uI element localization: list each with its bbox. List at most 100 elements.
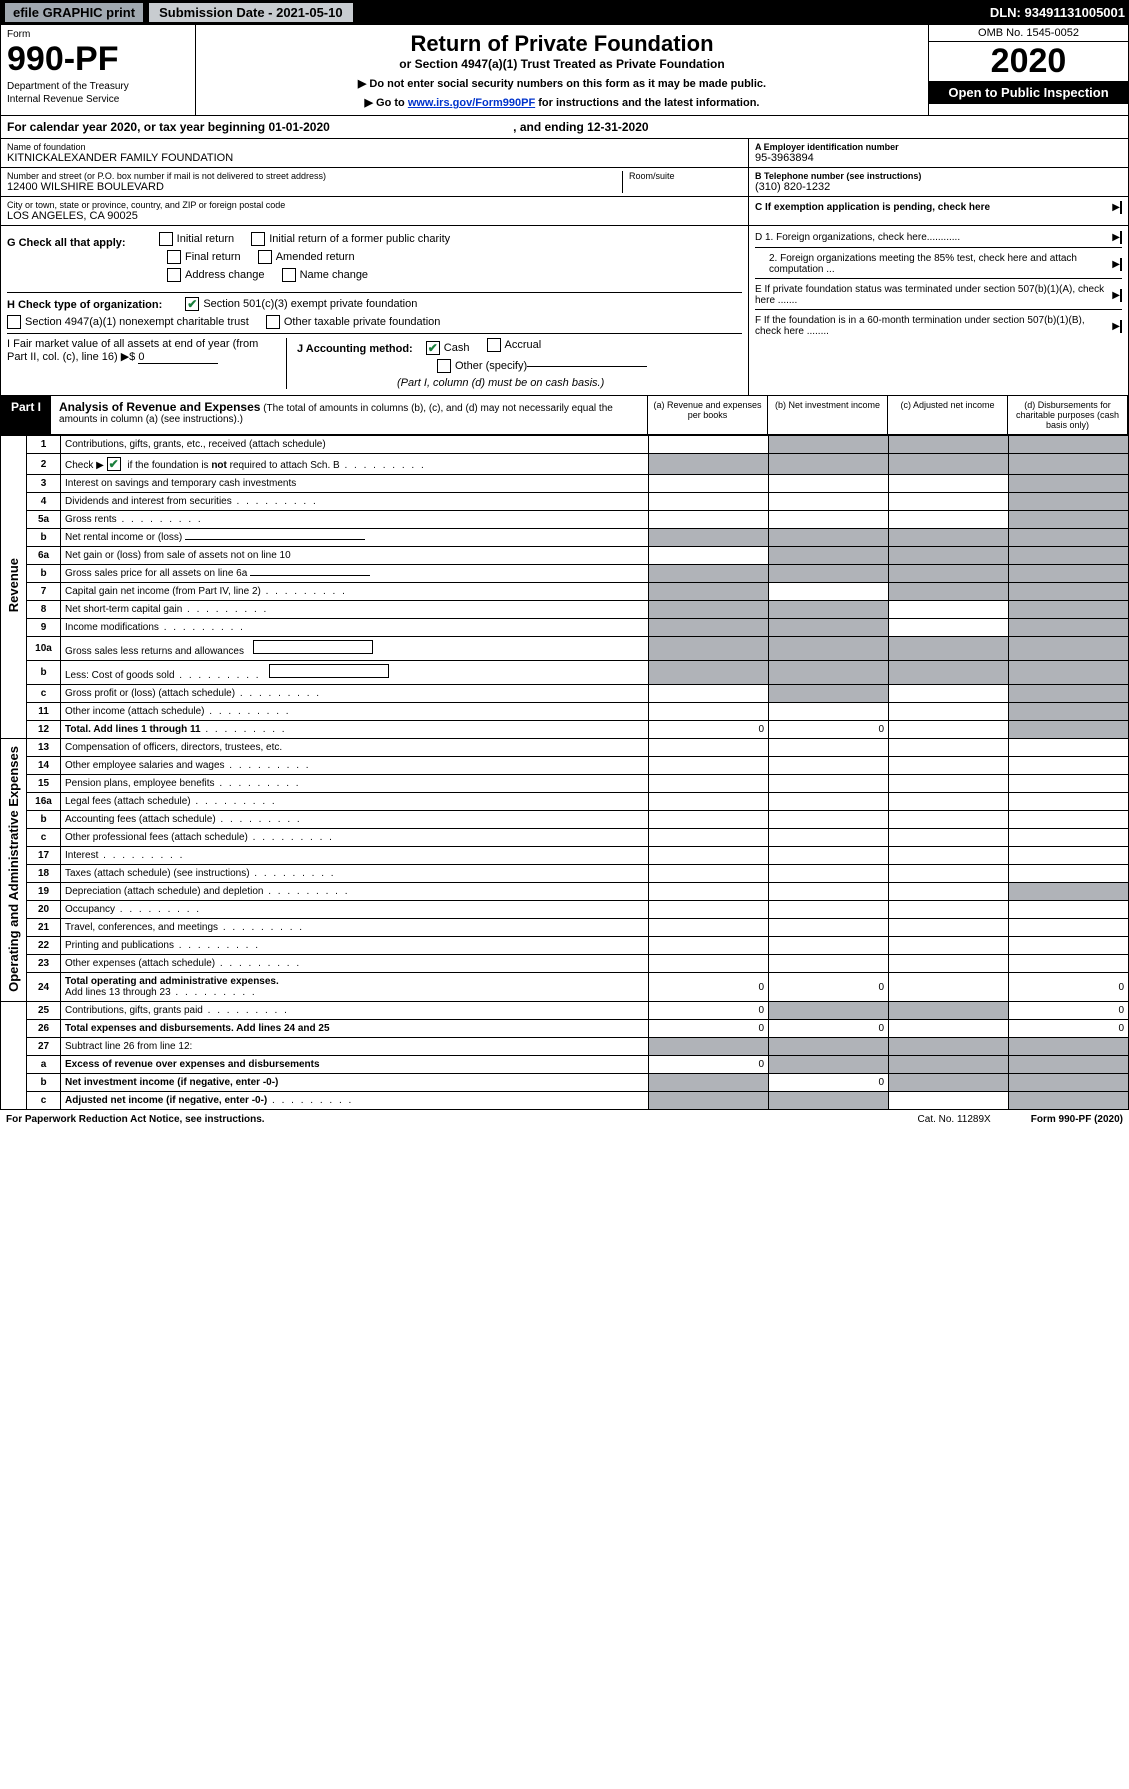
submission-date: Submission Date - 2021-05-10 bbox=[148, 2, 354, 23]
hother-label: Other taxable private foundation bbox=[284, 316, 441, 328]
col-a-header: (a) Revenue and expenses per books bbox=[647, 396, 767, 434]
calendar-begin: For calendar year 2020, or tax year begi… bbox=[7, 120, 330, 134]
table-row: bLess: Cost of goods sold bbox=[1, 661, 1129, 685]
row-6b-desc: Gross sales price for all assets on line… bbox=[61, 565, 649, 583]
row-16a-desc: Legal fees (attach schedule) bbox=[61, 793, 649, 811]
h501-label: Section 501(c)(3) exempt private foundat… bbox=[203, 298, 417, 310]
d2-checkbox[interactable] bbox=[1120, 258, 1122, 271]
row-9-desc: Income modifications bbox=[61, 619, 649, 637]
table-row: 24Total operating and administrative exp… bbox=[1, 973, 1129, 1002]
row-21-desc: Travel, conferences, and meetings bbox=[61, 919, 649, 937]
form-subtitle: or Section 4947(a)(1) Trust Treated as P… bbox=[202, 57, 922, 71]
page-footer: For Paperwork Reduction Act Notice, see … bbox=[0, 1110, 1129, 1129]
row-25-d: 0 bbox=[1009, 1002, 1129, 1020]
dln-number: DLN: 93491131005001 bbox=[990, 5, 1125, 20]
form-header: Form 990-PF Department of the Treasury I… bbox=[0, 25, 1129, 116]
g-label: G Check all that apply: bbox=[7, 237, 126, 249]
amended-checkbox[interactable] bbox=[258, 250, 272, 264]
table-row: 2Check ▶ if the foundation is not requir… bbox=[1, 454, 1129, 475]
calendar-end: , and ending 12-31-2020 bbox=[513, 120, 648, 134]
row-10c-desc: Gross profit or (loss) (attach schedule) bbox=[61, 685, 649, 703]
j-accrual-checkbox[interactable] bbox=[487, 338, 501, 352]
row-10a-desc: Gross sales less returns and allowances bbox=[61, 637, 649, 661]
sch-b-checkbox[interactable] bbox=[107, 457, 121, 471]
phone-value: (310) 820-1232 bbox=[755, 181, 1122, 193]
part1-header: Part I Analysis of Revenue and Expenses … bbox=[0, 396, 1129, 435]
table-row: bNet investment income (if negative, ent… bbox=[1, 1074, 1129, 1092]
h501-checkbox[interactable] bbox=[185, 297, 199, 311]
row-27a-desc: Excess of revenue over expenses and disb… bbox=[61, 1056, 649, 1074]
table-row: 18Taxes (attach schedule) (see instructi… bbox=[1, 865, 1129, 883]
table-row: cAdjusted net income (if negative, enter… bbox=[1, 1092, 1129, 1110]
open-public-badge: Open to Public Inspection bbox=[929, 81, 1128, 104]
revenue-side-label: Revenue bbox=[6, 558, 21, 612]
row-18-desc: Taxes (attach schedule) (see instruction… bbox=[61, 865, 649, 883]
exemption-checkbox[interactable] bbox=[1120, 201, 1122, 214]
final-return-checkbox[interactable] bbox=[167, 250, 181, 264]
table-row: 26Total expenses and disbursements. Add … bbox=[1, 1020, 1129, 1038]
table-row: 12Total. Add lines 1 through 1100 bbox=[1, 721, 1129, 739]
row-27c-desc: Adjusted net income (if negative, enter … bbox=[61, 1092, 649, 1110]
table-row: 27Subtract line 26 from line 12: bbox=[1, 1038, 1129, 1056]
name-change-checkbox[interactable] bbox=[282, 268, 296, 282]
table-row: Revenue 1Contributions, gifts, grants, e… bbox=[1, 436, 1129, 454]
table-row: 11Other income (attach schedule) bbox=[1, 703, 1129, 721]
table-row: 8Net short-term capital gain bbox=[1, 601, 1129, 619]
table-row: 21Travel, conferences, and meetings bbox=[1, 919, 1129, 937]
h4947-label: Section 4947(a)(1) nonexempt charitable … bbox=[25, 316, 249, 328]
irs-link[interactable]: www.irs.gov/Form990PF bbox=[408, 97, 535, 109]
j-cash-checkbox[interactable] bbox=[426, 341, 440, 355]
ein-value: 95-3963894 bbox=[755, 152, 1122, 164]
foundation-address: 12400 WILSHIRE BOULEVARD bbox=[7, 181, 622, 193]
row-16b-desc: Accounting fees (attach schedule) bbox=[61, 811, 649, 829]
row-22-desc: Printing and publications bbox=[61, 937, 649, 955]
final-return-label: Final return bbox=[185, 251, 241, 263]
e-checkbox[interactable] bbox=[1120, 289, 1122, 302]
f-label: F If the foundation is in a 60-month ter… bbox=[755, 315, 1112, 337]
cat-number: Cat. No. 11289X bbox=[918, 1114, 991, 1125]
phone-label: B Telephone number (see instructions) bbox=[755, 171, 1122, 181]
top-bar: efile GRAPHIC print Submission Date - 20… bbox=[0, 0, 1129, 25]
address-change-checkbox[interactable] bbox=[167, 268, 181, 282]
row-10b-desc: Less: Cost of goods sold bbox=[61, 661, 649, 685]
ssn-note: ▶ Do not enter social security numbers o… bbox=[202, 77, 922, 90]
foundation-name: KITNICKALEXANDER FAMILY FOUNDATION bbox=[7, 152, 742, 164]
room-label: Room/suite bbox=[629, 171, 742, 181]
row-26-b: 0 bbox=[769, 1020, 889, 1038]
col-d-header: (d) Disbursements for charitable purpose… bbox=[1007, 396, 1127, 434]
table-row: bGross sales price for all assets on lin… bbox=[1, 565, 1129, 583]
d1-label: D 1. Foreign organizations, check here..… bbox=[755, 232, 960, 243]
row-13-desc: Compensation of officers, directors, tru… bbox=[61, 739, 649, 757]
row-26-d: 0 bbox=[1009, 1020, 1129, 1038]
row-26-a: 0 bbox=[649, 1020, 769, 1038]
j-note: (Part I, column (d) must be on cash basi… bbox=[397, 377, 604, 389]
table-row: 17Interest bbox=[1, 847, 1129, 865]
row-17-desc: Interest bbox=[61, 847, 649, 865]
table-row: aExcess of revenue over expenses and dis… bbox=[1, 1056, 1129, 1074]
initial-return-checkbox[interactable] bbox=[159, 232, 173, 246]
part1-badge: Part I bbox=[1, 396, 51, 434]
address-label: Number and street (or P.O. box number if… bbox=[7, 171, 622, 181]
d1-checkbox[interactable] bbox=[1120, 231, 1122, 244]
i-label: I Fair market value of all assets at end… bbox=[7, 338, 258, 363]
form-number: 990-PF bbox=[7, 40, 189, 79]
amended-label: Amended return bbox=[276, 251, 355, 263]
part1-title: Analysis of Revenue and Expenses bbox=[59, 400, 260, 414]
table-row: 4Dividends and interest from securities bbox=[1, 493, 1129, 511]
row-27b-desc: Net investment income (if negative, ente… bbox=[61, 1074, 649, 1092]
h4947-checkbox[interactable] bbox=[7, 315, 21, 329]
j-other-checkbox[interactable] bbox=[437, 359, 451, 373]
paperwork-notice: For Paperwork Reduction Act Notice, see … bbox=[6, 1114, 265, 1125]
initial-public-label: Initial return of a former public charit… bbox=[269, 233, 450, 245]
goto-note: ▶ Go to www.irs.gov/Form990PF for instru… bbox=[202, 96, 922, 109]
j-cash-label: Cash bbox=[444, 342, 470, 354]
row-16c-desc: Other professional fees (attach schedule… bbox=[61, 829, 649, 847]
f-checkbox[interactable] bbox=[1120, 320, 1122, 333]
row-24-desc: Total operating and administrative expen… bbox=[61, 973, 649, 1002]
initial-public-checkbox[interactable] bbox=[251, 232, 265, 246]
address-change-label: Address change bbox=[185, 269, 265, 281]
efile-button[interactable]: efile GRAPHIC print bbox=[4, 2, 144, 23]
table-row: 23Other expenses (attach schedule) bbox=[1, 955, 1129, 973]
row-14-desc: Other employee salaries and wages bbox=[61, 757, 649, 775]
hother-checkbox[interactable] bbox=[266, 315, 280, 329]
